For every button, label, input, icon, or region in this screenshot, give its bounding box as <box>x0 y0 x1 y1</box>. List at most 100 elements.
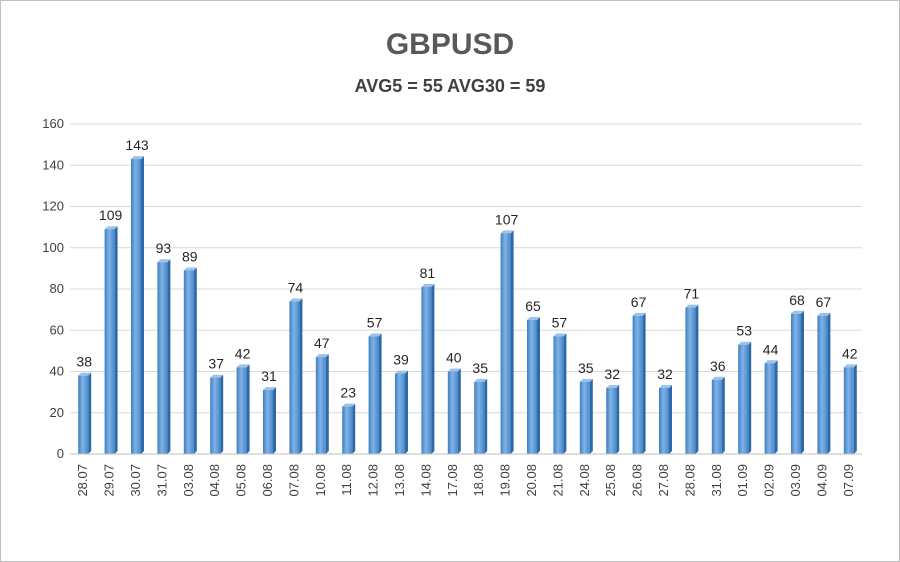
x-tick-label: 03.08 <box>181 464 196 497</box>
bar-top <box>791 310 804 314</box>
bar-front <box>289 301 300 454</box>
data-labels: 38 109 143 93 89 37 42 31 74 47 23 57 39 81 40 35 107 65 5… <box>76 137 857 401</box>
bar <box>210 374 224 454</box>
y-tick-label: 60 <box>50 322 64 337</box>
bar-front <box>500 233 511 454</box>
bar-side <box>220 374 224 454</box>
bar-front <box>632 315 643 454</box>
x-tick-label: 28.08 <box>682 464 697 497</box>
bars <box>78 156 857 454</box>
data-label: 109 <box>99 207 123 223</box>
bar <box>421 283 435 454</box>
y-tick-label: 40 <box>50 364 64 379</box>
data-label: 35 <box>578 360 594 376</box>
bar-top <box>738 341 752 345</box>
bar-top <box>157 259 171 263</box>
bar <box>157 259 171 454</box>
data-label: 39 <box>393 352 409 368</box>
bar-top <box>843 364 857 368</box>
bar-front <box>157 262 168 454</box>
x-tick-label: 04.09 <box>814 464 829 497</box>
x-tick-label: 31.08 <box>709 464 724 497</box>
bar-side <box>193 267 197 454</box>
x-tick-label: 20.08 <box>524 464 539 497</box>
bar-top <box>183 267 197 271</box>
bar <box>553 333 567 454</box>
x-tick-label: 19.08 <box>498 464 513 497</box>
y-tick-label: 0 <box>57 446 64 461</box>
x-tick-label: 28.07 <box>75 464 90 497</box>
data-label: 57 <box>367 314 383 330</box>
bar-side <box>299 298 303 454</box>
bar-side <box>273 387 276 454</box>
bar <box>315 354 329 454</box>
bar-front <box>210 377 221 454</box>
bar-side <box>167 259 171 454</box>
data-label: 42 <box>235 345 251 361</box>
bar-front <box>183 270 194 454</box>
x-axis: 28.07 29.07 30.07 31.07 03.08 04.08 05.08 06.08… <box>70 453 862 497</box>
bar <box>606 385 620 454</box>
x-tick-label: 10.08 <box>313 464 328 497</box>
data-label: 143 <box>125 137 149 153</box>
bar-front <box>104 229 115 454</box>
x-tick-label: 13.08 <box>392 464 407 497</box>
bar-front <box>685 307 696 454</box>
data-label: 35 <box>472 360 488 376</box>
x-tick-label: 14.08 <box>418 464 433 497</box>
bar-top <box>579 378 593 382</box>
y-tick-label: 20 <box>50 405 64 420</box>
bar-front <box>553 336 564 454</box>
x-tick-label: 03.09 <box>788 464 803 497</box>
bar-front <box>236 367 247 454</box>
data-label: 38 <box>76 354 92 370</box>
bar-top <box>315 354 329 358</box>
bar-top <box>474 378 488 382</box>
data-label: 44 <box>763 341 779 357</box>
bar <box>791 310 804 454</box>
bar-side <box>325 354 329 454</box>
bar <box>738 341 752 454</box>
bar <box>843 364 857 454</box>
bar-side <box>246 364 250 454</box>
x-tick-label: 18.08 <box>471 464 486 497</box>
bar-side <box>774 360 778 454</box>
bar-top <box>685 304 699 308</box>
bar-side <box>405 370 408 454</box>
bar-side <box>801 310 804 454</box>
data-label: 74 <box>288 279 304 295</box>
bar-top <box>527 316 540 320</box>
bar-side <box>589 378 593 454</box>
bar-top <box>817 312 831 316</box>
data-label: 67 <box>816 294 832 310</box>
y-tick-label: 100 <box>42 240 64 255</box>
bar-top <box>236 364 250 368</box>
data-label: 47 <box>314 335 330 351</box>
bar-top <box>447 368 461 372</box>
x-tick-label: 17.08 <box>445 464 460 497</box>
bar-front <box>421 286 432 454</box>
bar <box>579 378 593 454</box>
data-label: 81 <box>420 265 436 281</box>
bar-side <box>695 304 699 454</box>
bar-side <box>721 376 725 454</box>
data-label: 53 <box>736 323 752 339</box>
bar-side <box>563 333 567 454</box>
data-label: 42 <box>842 345 858 361</box>
x-tick-label: 04.08 <box>207 464 222 497</box>
bar-top <box>368 333 382 337</box>
bar <box>368 333 382 454</box>
bar <box>817 312 831 454</box>
data-label: 65 <box>525 298 541 314</box>
bar-front <box>315 357 326 454</box>
data-label: 57 <box>552 314 568 330</box>
bar <box>527 316 540 454</box>
bar-front <box>447 371 458 454</box>
bar-front <box>659 388 669 454</box>
y-tick-label: 80 <box>50 281 64 296</box>
x-tick-label: 27.08 <box>656 464 671 497</box>
bar-front <box>579 381 590 454</box>
x-tick-label: 01.09 <box>735 464 750 497</box>
x-tick-label: 05.08 <box>234 464 249 497</box>
